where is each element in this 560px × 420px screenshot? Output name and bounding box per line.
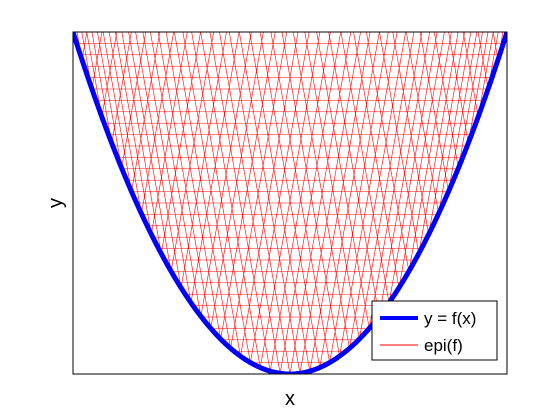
legend: y = f(x) epi(f) bbox=[371, 300, 498, 361]
epigraph-strand bbox=[304, 32, 360, 340]
y-axis-label: y bbox=[45, 198, 67, 208]
epigraph-strand bbox=[462, 32, 479, 117]
axes-box bbox=[72, 31, 508, 375]
epigraph-strand bbox=[292, 32, 350, 349]
epigraph-strand bbox=[309, 32, 371, 372]
epigraph-strand bbox=[340, 32, 390, 303]
epigraph-strand bbox=[151, 32, 188, 235]
epigraph-strand bbox=[448, 32, 469, 144]
epigraph-strand bbox=[319, 32, 380, 368]
epigraph-strand bbox=[353, 32, 400, 288]
epigraph-strand bbox=[150, 32, 202, 317]
epigraph-strand bbox=[128, 32, 172, 272]
epigraph-strand bbox=[121, 32, 162, 254]
epigraph-strand bbox=[191, 32, 251, 363]
epigraph-strand bbox=[408, 32, 452, 272]
epigraph-strand bbox=[220, 32, 276, 340]
epigraph-strand bbox=[142, 32, 192, 303]
epigraph-strand bbox=[270, 32, 330, 363]
epigraph-strand bbox=[190, 32, 240, 303]
epigraph-strand bbox=[379, 32, 420, 254]
epigraph-strand bbox=[180, 32, 227, 288]
epigraph-strand bbox=[182, 32, 241, 357]
epigraph-strand bbox=[349, 32, 406, 349]
epigraph-strand bbox=[281, 32, 340, 357]
legend-label-curve: y = f(x) bbox=[424, 309, 476, 328]
legend-box bbox=[371, 300, 498, 361]
epigraph-strand bbox=[269, 32, 331, 372]
epigraph-strand bbox=[240, 32, 299, 357]
epigraph-strand bbox=[250, 32, 310, 363]
epigraph-strand bbox=[108, 32, 142, 214]
epigraph-strand bbox=[135, 32, 182, 288]
function-curve bbox=[73, 32, 507, 374]
epigraph-strand bbox=[359, 32, 415, 340]
epigraph-strand bbox=[230, 32, 288, 349]
epigraph-strand bbox=[329, 32, 389, 363]
epigraph-strand bbox=[91, 32, 112, 144]
epigraph-strand bbox=[115, 32, 152, 235]
epigraph-strand bbox=[200, 32, 261, 368]
epigraph-strand bbox=[259, 32, 321, 368]
epigraph-strand bbox=[249, 32, 311, 372]
epigraph-strand bbox=[388, 32, 438, 303]
epigraph-strand bbox=[160, 32, 201, 254]
function-curve-layer bbox=[73, 32, 507, 374]
epigraph-strand bbox=[477, 32, 489, 89]
epigraph-strand bbox=[468, 32, 489, 144]
epigraph-strand bbox=[165, 32, 221, 340]
epigraph-strand bbox=[111, 32, 132, 144]
epigraph-strand bbox=[209, 32, 271, 372]
epigraph-strand bbox=[438, 32, 472, 214]
epigraph-strand bbox=[398, 32, 445, 288]
legend-label-epigraph: epi(f) bbox=[424, 336, 463, 355]
epigraph-strand bbox=[174, 32, 231, 349]
epigraph-strand bbox=[428, 32, 465, 235]
epigraph-strand bbox=[141, 32, 174, 214]
epigraph-mesh bbox=[73, 32, 507, 374]
epigraph-strand bbox=[328, 32, 380, 317]
epigraph-strand bbox=[339, 32, 398, 357]
epigraph-strand bbox=[366, 32, 410, 272]
epigraph-strand bbox=[406, 32, 439, 214]
x-axis-label: x bbox=[285, 388, 295, 410]
epigraph-strand bbox=[392, 32, 429, 235]
